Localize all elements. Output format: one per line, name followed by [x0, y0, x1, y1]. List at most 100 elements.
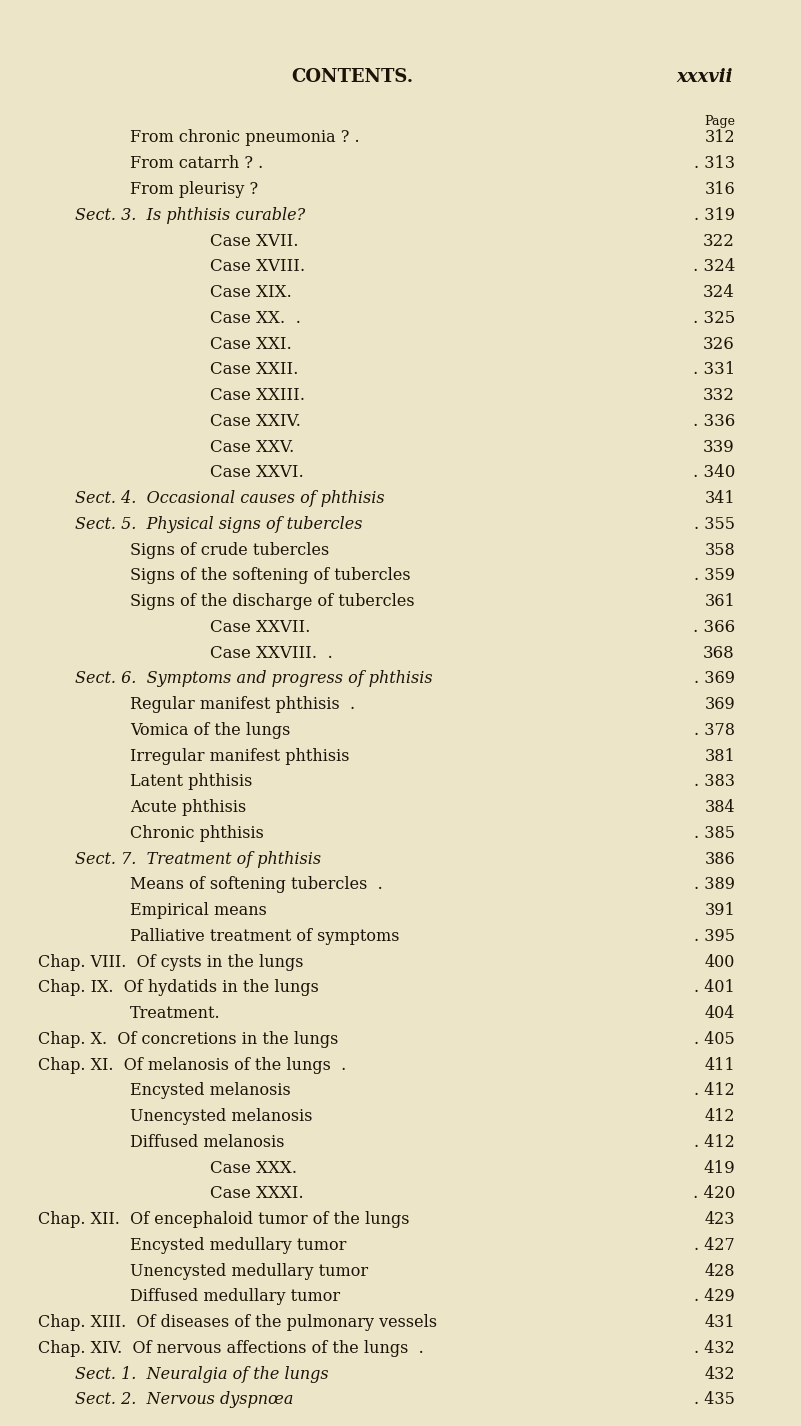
Text: Diffused melanosis: Diffused melanosis: [130, 1134, 284, 1151]
Text: 324: 324: [703, 284, 735, 301]
Text: 423: 423: [705, 1211, 735, 1228]
Text: From pleurisy ?: From pleurisy ?: [130, 181, 258, 198]
Text: 386: 386: [704, 851, 735, 867]
Text: 368: 368: [703, 645, 735, 662]
Text: Sect. 6.  Symptoms and progress of phthisis: Sect. 6. Symptoms and progress of phthis…: [75, 670, 433, 687]
Text: Chap. XIV.  Of nervous affections of the lungs  .: Chap. XIV. Of nervous affections of the …: [38, 1340, 424, 1358]
Text: Case XXII.: Case XXII.: [210, 361, 299, 378]
Text: . 325: . 325: [693, 309, 735, 327]
Text: . 412: . 412: [694, 1134, 735, 1151]
Text: 332: 332: [703, 386, 735, 404]
Text: 428: 428: [705, 1263, 735, 1279]
Text: Chap. XI.  Of melanosis of the lungs  .: Chap. XI. Of melanosis of the lungs .: [38, 1057, 346, 1074]
Text: Chap. XIII.  Of diseases of the pulmonary vessels: Chap. XIII. Of diseases of the pulmonary…: [38, 1315, 437, 1332]
Text: Case XVIII.: Case XVIII.: [210, 258, 305, 275]
Text: Treatment.: Treatment.: [130, 1005, 220, 1022]
Text: . 378: . 378: [694, 722, 735, 739]
Text: 316: 316: [704, 181, 735, 198]
Text: Sect. 5.  Physical signs of tubercles: Sect. 5. Physical signs of tubercles: [75, 516, 363, 533]
Text: 412: 412: [705, 1108, 735, 1125]
Text: Chap. VIII.  Of cysts in the lungs: Chap. VIII. Of cysts in the lungs: [38, 954, 304, 971]
Text: Latent phthisis: Latent phthisis: [130, 773, 252, 790]
Text: Case XX.  .: Case XX. .: [210, 309, 301, 327]
Text: Means of softening tubercles  .: Means of softening tubercles .: [130, 877, 383, 894]
Text: Case XXVII.: Case XXVII.: [210, 619, 310, 636]
Text: 358: 358: [704, 542, 735, 559]
Text: Case XXIV.: Case XXIV.: [210, 412, 301, 429]
Text: Regular manifest phthisis  .: Regular manifest phthisis .: [130, 696, 355, 713]
Text: Acute phthisis: Acute phthisis: [130, 799, 246, 816]
Text: From chronic pneumonia ? .: From chronic pneumonia ? .: [130, 130, 360, 147]
Text: 341: 341: [704, 491, 735, 508]
Text: Signs of the softening of tubercles: Signs of the softening of tubercles: [130, 568, 411, 585]
Text: . 324: . 324: [693, 258, 735, 275]
Text: Case XXI.: Case XXI.: [210, 335, 292, 352]
Text: . 427: . 427: [694, 1236, 735, 1253]
Text: Encysted medullary tumor: Encysted medullary tumor: [130, 1236, 346, 1253]
Text: 381: 381: [704, 747, 735, 764]
Text: 432: 432: [705, 1366, 735, 1383]
Text: 312: 312: [704, 130, 735, 147]
Text: . 385: . 385: [694, 824, 735, 841]
Text: Unencysted melanosis: Unencysted melanosis: [130, 1108, 312, 1125]
Text: Case XXVI.: Case XXVI.: [210, 465, 304, 482]
Text: Sect. 1.  Neuralgia of the lungs: Sect. 1. Neuralgia of the lungs: [75, 1366, 328, 1383]
Text: . 313: . 313: [694, 155, 735, 173]
Text: From catarrh ? .: From catarrh ? .: [130, 155, 264, 173]
Text: . 435: . 435: [694, 1392, 735, 1409]
Text: Sect. 2.  Nervous dyspnœa: Sect. 2. Nervous dyspnœa: [75, 1392, 293, 1409]
Text: 391: 391: [704, 903, 735, 920]
Text: . 389: . 389: [694, 877, 735, 894]
Text: Palliative treatment of symptoms: Palliative treatment of symptoms: [130, 928, 400, 945]
Text: Unencysted medullary tumor: Unencysted medullary tumor: [130, 1263, 368, 1279]
Text: Case XXIII.: Case XXIII.: [210, 386, 305, 404]
Text: Case XXV.: Case XXV.: [210, 439, 294, 455]
Text: 431: 431: [704, 1315, 735, 1332]
Text: Signs of the discharge of tubercles: Signs of the discharge of tubercles: [130, 593, 415, 610]
Text: Vomica of the lungs: Vomica of the lungs: [130, 722, 291, 739]
Text: Case XIX.: Case XIX.: [210, 284, 292, 301]
Text: . 336: . 336: [693, 412, 735, 429]
Text: . 331: . 331: [693, 361, 735, 378]
Text: Irregular manifest phthisis: Irregular manifest phthisis: [130, 747, 349, 764]
Text: . 432: . 432: [694, 1340, 735, 1358]
Text: . 319: . 319: [694, 207, 735, 224]
Text: Chap. IX.  Of hydatids in the lungs: Chap. IX. Of hydatids in the lungs: [38, 980, 319, 997]
Text: Case XXVIII.  .: Case XXVIII. .: [210, 645, 332, 662]
Text: 369: 369: [704, 696, 735, 713]
Text: 384: 384: [704, 799, 735, 816]
Text: Sect. 7.  Treatment of phthisis: Sect. 7. Treatment of phthisis: [75, 851, 321, 867]
Text: 326: 326: [703, 335, 735, 352]
Text: Case XVII.: Case XVII.: [210, 232, 299, 250]
Text: . 340: . 340: [693, 465, 735, 482]
Text: . 395: . 395: [694, 928, 735, 945]
Text: Diffused medullary tumor: Diffused medullary tumor: [130, 1289, 340, 1305]
Text: . 420: . 420: [693, 1185, 735, 1202]
Text: . 383: . 383: [694, 773, 735, 790]
Text: CONTENTS.: CONTENTS.: [292, 68, 413, 86]
Text: 404: 404: [705, 1005, 735, 1022]
Text: . 401: . 401: [694, 980, 735, 997]
Text: 361: 361: [704, 593, 735, 610]
Text: Chap. X.  Of concretions in the lungs: Chap. X. Of concretions in the lungs: [38, 1031, 338, 1048]
Text: . 412: . 412: [694, 1082, 735, 1099]
Text: . 405: . 405: [694, 1031, 735, 1048]
Text: . 366: . 366: [693, 619, 735, 636]
Text: . 355: . 355: [694, 516, 735, 533]
Text: Empirical means: Empirical means: [130, 903, 267, 920]
Text: Chap. XII.  Of encephaloid tumor of the lungs: Chap. XII. Of encephaloid tumor of the l…: [38, 1211, 409, 1228]
Text: 419: 419: [703, 1159, 735, 1176]
Text: xxxvii: xxxvii: [677, 68, 733, 86]
Text: . 359: . 359: [694, 568, 735, 585]
Text: . 369: . 369: [694, 670, 735, 687]
Text: . 429: . 429: [694, 1289, 735, 1305]
Text: Signs of crude tubercles: Signs of crude tubercles: [130, 542, 329, 559]
Text: Case XXXI.: Case XXXI.: [210, 1185, 304, 1202]
Text: Encysted melanosis: Encysted melanosis: [130, 1082, 291, 1099]
Text: 411: 411: [704, 1057, 735, 1074]
Text: Case XXX.: Case XXX.: [210, 1159, 297, 1176]
Text: Page: Page: [704, 116, 735, 128]
Text: 339: 339: [703, 439, 735, 455]
Text: Chronic phthisis: Chronic phthisis: [130, 824, 264, 841]
Text: Sect. 3.  Is phthisis curable?: Sect. 3. Is phthisis curable?: [75, 207, 305, 224]
